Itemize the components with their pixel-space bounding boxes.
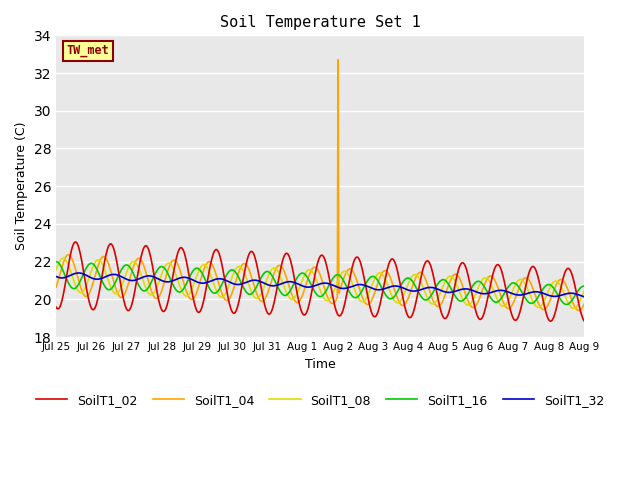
Line: SoilT1_02: SoilT1_02 [56, 242, 584, 321]
SoilT1_08 [570, 306, 577, 312]
SoilT1_04 [400, 302, 408, 308]
Y-axis label: Soil Temperature (C): Soil Temperature (C) [15, 122, 28, 251]
SoilT1_16 [116, 269, 124, 275]
SoilT1_08 [63, 258, 70, 264]
SoilT1_02 [385, 262, 392, 267]
SoilT1_04 [580, 301, 588, 307]
Line: SoilT1_32: SoilT1_32 [56, 273, 584, 297]
SoilT1_16 [170, 283, 177, 289]
SoilT1_04 [575, 308, 582, 313]
SoilT1_16 [62, 274, 70, 280]
Legend: SoilT1_02, SoilT1_04, SoilT1_08, SoilT1_16, SoilT1_32: SoilT1_02, SoilT1_04, SoilT1_08, SoilT1_… [31, 389, 609, 412]
Text: TW_met: TW_met [67, 44, 109, 58]
SoilT1_04 [385, 271, 392, 277]
Line: SoilT1_16: SoilT1_16 [56, 262, 584, 304]
SoilT1_16 [384, 295, 392, 300]
SoilT1_32 [580, 294, 588, 300]
SoilT1_08 [198, 263, 206, 268]
SoilT1_08 [117, 286, 125, 291]
SoilT1_02 [580, 318, 588, 324]
SoilT1_32 [170, 277, 178, 283]
SoilT1_16 [52, 259, 60, 264]
Title: Soil Temperature Set 1: Soil Temperature Set 1 [220, 15, 420, 30]
Line: SoilT1_04: SoilT1_04 [56, 60, 584, 311]
SoilT1_08 [400, 291, 408, 297]
SoilT1_32 [75, 270, 83, 276]
SoilT1_02 [170, 265, 178, 271]
SoilT1_02 [198, 303, 206, 309]
SoilT1_32 [117, 274, 125, 279]
Line: SoilT1_08: SoilT1_08 [56, 258, 584, 309]
SoilT1_02 [400, 301, 408, 307]
SoilT1_08 [385, 285, 392, 291]
SoilT1_16 [580, 283, 588, 289]
SoilT1_04 [334, 57, 342, 63]
SoilT1_16 [399, 278, 407, 284]
SoilT1_02 [117, 282, 125, 288]
SoilT1_08 [59, 255, 67, 261]
SoilT1_32 [385, 284, 392, 290]
SoilT1_04 [52, 284, 60, 290]
SoilT1_04 [198, 274, 205, 280]
SoilT1_08 [580, 288, 588, 294]
SoilT1_16 [563, 301, 570, 307]
SoilT1_04 [170, 257, 177, 263]
SoilT1_02 [52, 304, 60, 310]
SoilT1_08 [170, 268, 178, 274]
SoilT1_32 [400, 286, 408, 291]
SoilT1_04 [62, 254, 70, 260]
SoilT1_02 [62, 278, 70, 284]
SoilT1_08 [52, 267, 60, 273]
SoilT1_02 [72, 239, 79, 245]
SoilT1_32 [198, 280, 206, 286]
X-axis label: Time: Time [305, 358, 335, 371]
SoilT1_32 [62, 275, 70, 280]
SoilT1_04 [116, 294, 124, 300]
SoilT1_16 [198, 269, 205, 275]
SoilT1_32 [52, 274, 60, 279]
SoilT1_02 [547, 318, 555, 324]
